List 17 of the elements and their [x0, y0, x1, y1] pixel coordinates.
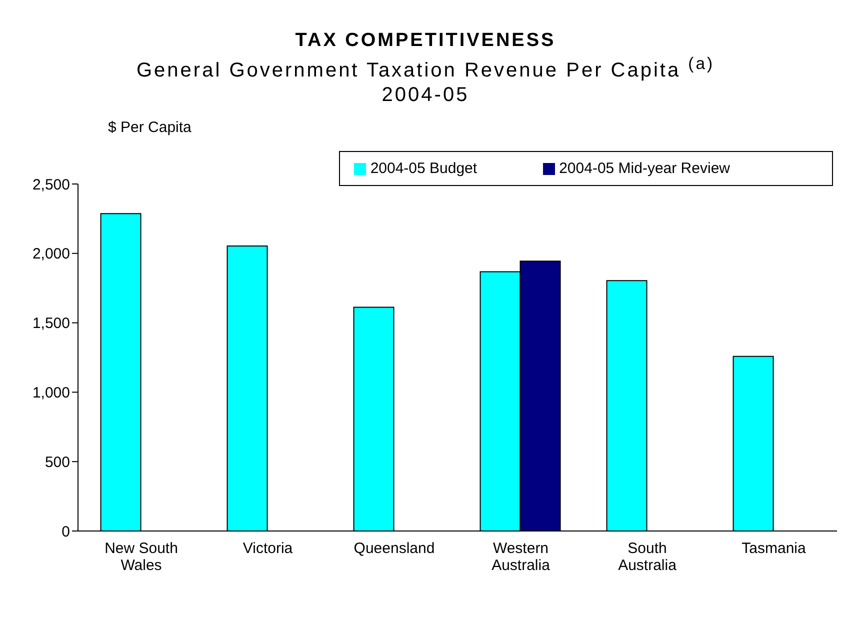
text: General Government Taxation Revenue Per Capita $^{(a)}$ 2004-05 [136, 54, 715, 106]
x-tick-label: South Australia [618, 540, 678, 574]
x-tick-label: Western Australia [492, 540, 551, 574]
y-axis-title: $ Per Capita [108, 118, 192, 136]
x-tick-label: Queensland [354, 540, 435, 557]
x-tick-label: New South Wales [104, 540, 178, 574]
y-tick-label: 0 [62, 522, 70, 540]
x-tick-label: Victoria [242, 540, 294, 557]
chart-title: TAX COMPETITIVENESS [294, 30, 557, 52]
legend-label: 2004-05 Budget [370, 160, 478, 177]
y-tick-label: 500 [44, 454, 70, 471]
y-tick-label: 1,000 [32, 384, 70, 402]
y-tick-label: 2,000 [32, 245, 70, 262]
x-tick-label: Tasmania [742, 540, 807, 557]
y-tick-label: 1,500 [32, 314, 70, 332]
legend-label: 2004-05 Mid-year Review [559, 160, 730, 177]
y-tick-label: 2,500 [32, 176, 70, 193]
